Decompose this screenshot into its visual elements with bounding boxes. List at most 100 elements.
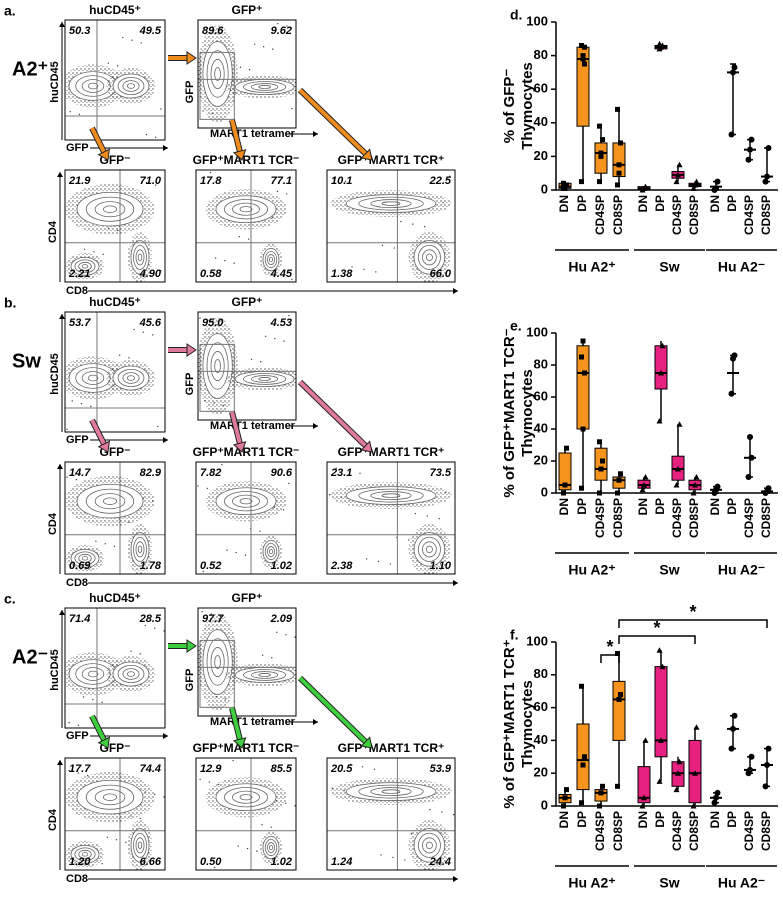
scatter-noise <box>291 107 293 110</box>
arrow <box>230 707 242 740</box>
scatter-noise <box>328 494 331 496</box>
y-tick-label: 80 <box>534 356 548 371</box>
data-point <box>642 474 649 480</box>
data-point <box>562 185 568 191</box>
data-point <box>714 178 721 185</box>
plot-frame <box>326 461 456 575</box>
scatter-noise <box>438 517 440 520</box>
data-point <box>673 178 680 185</box>
quadrant-value: 1.10 <box>430 560 452 572</box>
quadrant-value: 97.7 <box>202 613 224 625</box>
x-tick-label: DN <box>557 498 571 515</box>
flow-contents <box>197 462 290 573</box>
scatter-noise <box>104 543 106 545</box>
data-point <box>580 56 586 62</box>
scatter-noise <box>139 817 141 820</box>
scatter-noise <box>155 184 157 186</box>
scatter-noise <box>404 859 406 861</box>
axis-arrow-head <box>59 610 65 615</box>
scatter-noise <box>270 826 272 828</box>
scatter-noise <box>262 45 265 48</box>
scatter-noise <box>145 181 148 184</box>
quadrant-value: 12.9 <box>200 763 222 775</box>
plot-frame <box>326 757 456 871</box>
scatter-noise <box>118 354 121 356</box>
scatter-noise <box>77 772 80 774</box>
scatter-noise <box>116 65 119 67</box>
flow-plot <box>64 169 166 283</box>
y-tick-label: 40 <box>534 420 548 435</box>
plot-title: GFP⁺MART1 TCR⁺ <box>338 153 445 167</box>
data-point <box>693 178 700 185</box>
box <box>654 345 668 390</box>
quadrant-value: 21.9 <box>68 175 91 187</box>
arrow-head <box>232 149 247 161</box>
contour <box>81 852 89 857</box>
data-point <box>676 421 683 427</box>
data-point <box>641 794 647 801</box>
flow-plot <box>197 311 297 421</box>
group-label: Sw <box>659 562 679 578</box>
scatter-noise <box>235 551 237 554</box>
scatter-noise <box>90 405 92 408</box>
scatter-noise <box>68 769 70 772</box>
scatter-noise <box>414 512 417 515</box>
data-point <box>616 162 622 168</box>
x-tick-label: CD8SP <box>759 195 773 235</box>
data-point <box>598 150 604 156</box>
scatter-noise <box>272 48 274 50</box>
x-axis-label: GFP <box>66 142 89 154</box>
scatter-noise <box>153 627 156 629</box>
data-point <box>731 352 738 359</box>
y-tick-label: 60 <box>534 388 548 403</box>
data-point <box>658 737 664 743</box>
scatter-noise <box>408 539 410 541</box>
data-point <box>675 171 681 178</box>
scatter-noise <box>400 220 402 223</box>
contour <box>239 206 253 213</box>
data-point <box>762 178 769 185</box>
data-point <box>597 439 602 445</box>
quadrant-value: 20.5 <box>330 763 353 775</box>
scatter-noise <box>140 42 142 44</box>
data-point <box>711 799 718 806</box>
x-tick-label: CD4SP <box>742 498 756 538</box>
quadrant-value: 90.6 <box>271 467 293 479</box>
flow-contents <box>198 314 296 415</box>
quadrant-value: 1.38 <box>331 268 353 280</box>
quadrant-value: 82.9 <box>140 467 162 479</box>
quadrant-value: 0.50 <box>200 856 222 868</box>
flow-contents <box>65 769 165 870</box>
quadrant-value: 0.52 <box>200 560 221 572</box>
scatter-noise <box>412 223 414 225</box>
quadrant-value: 6.66 <box>140 856 162 868</box>
data-point <box>618 140 623 146</box>
scatter-noise <box>288 482 290 485</box>
flow-plot <box>197 19 297 129</box>
data-point <box>656 40 663 47</box>
arrow-head <box>97 736 110 749</box>
quadrant-value: 1.24 <box>331 856 352 868</box>
scatter-noise <box>256 850 258 852</box>
box <box>637 766 651 804</box>
scatter-noise <box>271 657 273 659</box>
data-point <box>762 783 769 790</box>
flow-contents <box>65 608 165 727</box>
plot-title: GFP⁺MART1 TCR⁺ <box>338 741 445 755</box>
condition-label: Sw <box>12 350 41 372</box>
quadrant-value: 1.02 <box>271 856 292 868</box>
scatter-noise <box>247 238 250 240</box>
data-point <box>639 486 646 493</box>
scatter-noise <box>163 796 165 798</box>
flow-plot <box>195 757 297 871</box>
flow-plot <box>326 461 456 575</box>
significance-bracket <box>600 654 620 663</box>
flow-plot <box>197 607 297 717</box>
contour <box>137 253 143 262</box>
x-tick-label: DP <box>575 195 589 212</box>
y-tick-label: 0 <box>541 181 548 196</box>
x-axis-label: GFP <box>66 434 89 446</box>
scatter-noise <box>426 515 428 517</box>
data-point <box>580 426 586 432</box>
contour <box>103 205 118 213</box>
